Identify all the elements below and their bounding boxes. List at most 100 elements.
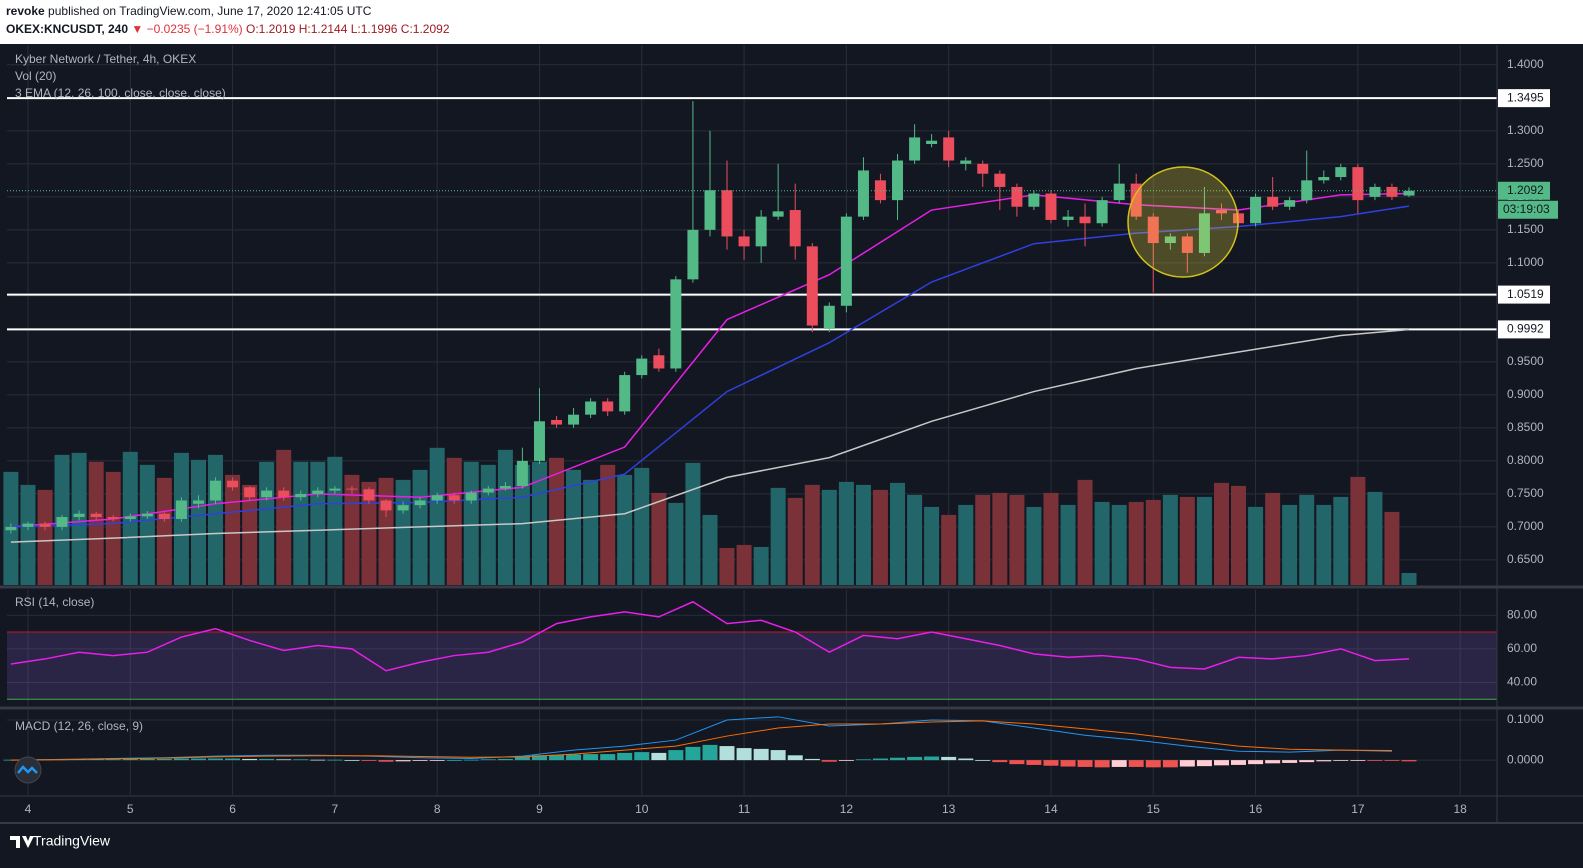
y-tick-label: 80.00 [1507,607,1537,621]
candle-body [789,210,801,247]
volume-bar [446,457,462,585]
candle-body [636,358,648,376]
volume-bar [1248,506,1264,585]
macd-hist-bar [583,754,599,761]
macd-hist-bar [804,758,820,761]
candle-body [1284,200,1296,207]
macd-hist-bar [293,759,309,761]
volume-bar [890,482,906,585]
macd-hist-bar [88,759,104,761]
volume-bar [583,479,599,585]
candle-body [107,517,119,519]
volume-bar [20,484,36,585]
footer-brand: TradingView [33,833,111,849]
volume-bar [787,497,803,585]
macd-hist-bar [668,750,684,761]
candle-body [1352,167,1364,201]
header-bg [0,0,1583,44]
y-tick-label: 0.8000 [1507,453,1544,467]
candle-body [22,523,34,527]
candle-body [738,236,750,247]
macd-hist-bar [1077,760,1093,767]
candle-body [977,163,989,174]
volume-legend: Vol (20) [15,69,56,83]
y-tick-label: 0.7500 [1507,486,1544,500]
volume-bar [105,471,121,585]
last-price-label: 1.2092 [1507,183,1544,197]
change: ▼ −0.0235 (−1.91%) [131,22,242,36]
candle-body [56,517,68,527]
y-tick-label: 1.4000 [1507,57,1544,71]
candle-body [1011,186,1023,207]
macd-hist-bar [497,758,513,761]
macd-hist-bar [1265,760,1281,764]
candle-body [499,485,511,489]
macd-hist-bar [566,754,582,761]
macd-hist-bar [1248,760,1264,765]
candle-body [1216,210,1228,214]
macd-hist-bar [1316,760,1332,762]
highlight-circle [1127,166,1239,278]
volume-bar [139,464,155,585]
macd-hist-bar [855,759,871,761]
published: published on TradingView.com, June 17, 2… [48,4,372,18]
candle-body [175,500,187,519]
y-tick-label: 1.3000 [1507,123,1544,137]
volume-bar [395,479,411,585]
candle-body [1079,216,1091,224]
macd-hist-bar [787,755,803,761]
candle-body [704,190,716,230]
macd-hist-bar [463,759,479,761]
volume-bar [617,474,633,585]
candle-body [261,490,273,498]
candle-body [90,513,102,518]
volume-bar [497,449,513,585]
macd-hist-bar [1282,760,1298,763]
countdown-bg [1498,200,1558,219]
volume-bar [514,464,530,585]
volume-bar [463,461,479,585]
macd-hist-bar [549,754,565,761]
macd-hist-bar [719,746,735,761]
level-label: 1.3495 [1507,90,1544,104]
candle-body [1198,213,1210,253]
macd-hist-bar [191,758,207,761]
volume-bar [37,489,53,585]
candle-body [909,137,921,161]
footer-logo [10,836,34,848]
volume-bar [1128,501,1144,585]
macd-legend: MACD (12, 26, close, 9) [15,719,143,733]
volume-bar [566,469,582,585]
macd-hist-bar [1094,760,1110,768]
volume-bar [293,461,309,585]
volume-bar [1333,496,1349,585]
macd-hist-bar [156,758,172,761]
macd-hist-bar [907,756,923,761]
volume-bar [634,467,650,585]
macd-hist-bar [1384,760,1400,761]
candle-body [312,490,324,494]
macd-hist-bar [1026,760,1042,765]
x-tick-label: 5 [127,802,134,816]
macd-hist-bar [924,756,940,761]
candle-body [1164,236,1176,244]
candle-body [1113,183,1125,201]
candle-body [892,160,904,201]
macd-hist-bar [1162,760,1178,768]
macd-hist-bar [617,752,633,761]
volume-bar [1145,499,1161,585]
macd-hist-bar [344,760,360,761]
macd-hist-bar [1128,760,1144,767]
volume-bar [361,481,377,585]
macd-hist-bar [1367,760,1383,761]
y-tick-label: 0.9000 [1507,387,1544,401]
candle-body [874,180,886,201]
logo-mark [17,765,38,774]
x-tick-label: 12 [840,802,854,816]
candle-body [1301,180,1313,201]
volume-bar [821,489,837,585]
volume-bar [1401,572,1417,585]
level-label-bg [1498,285,1550,304]
ema-line [10,328,1410,543]
